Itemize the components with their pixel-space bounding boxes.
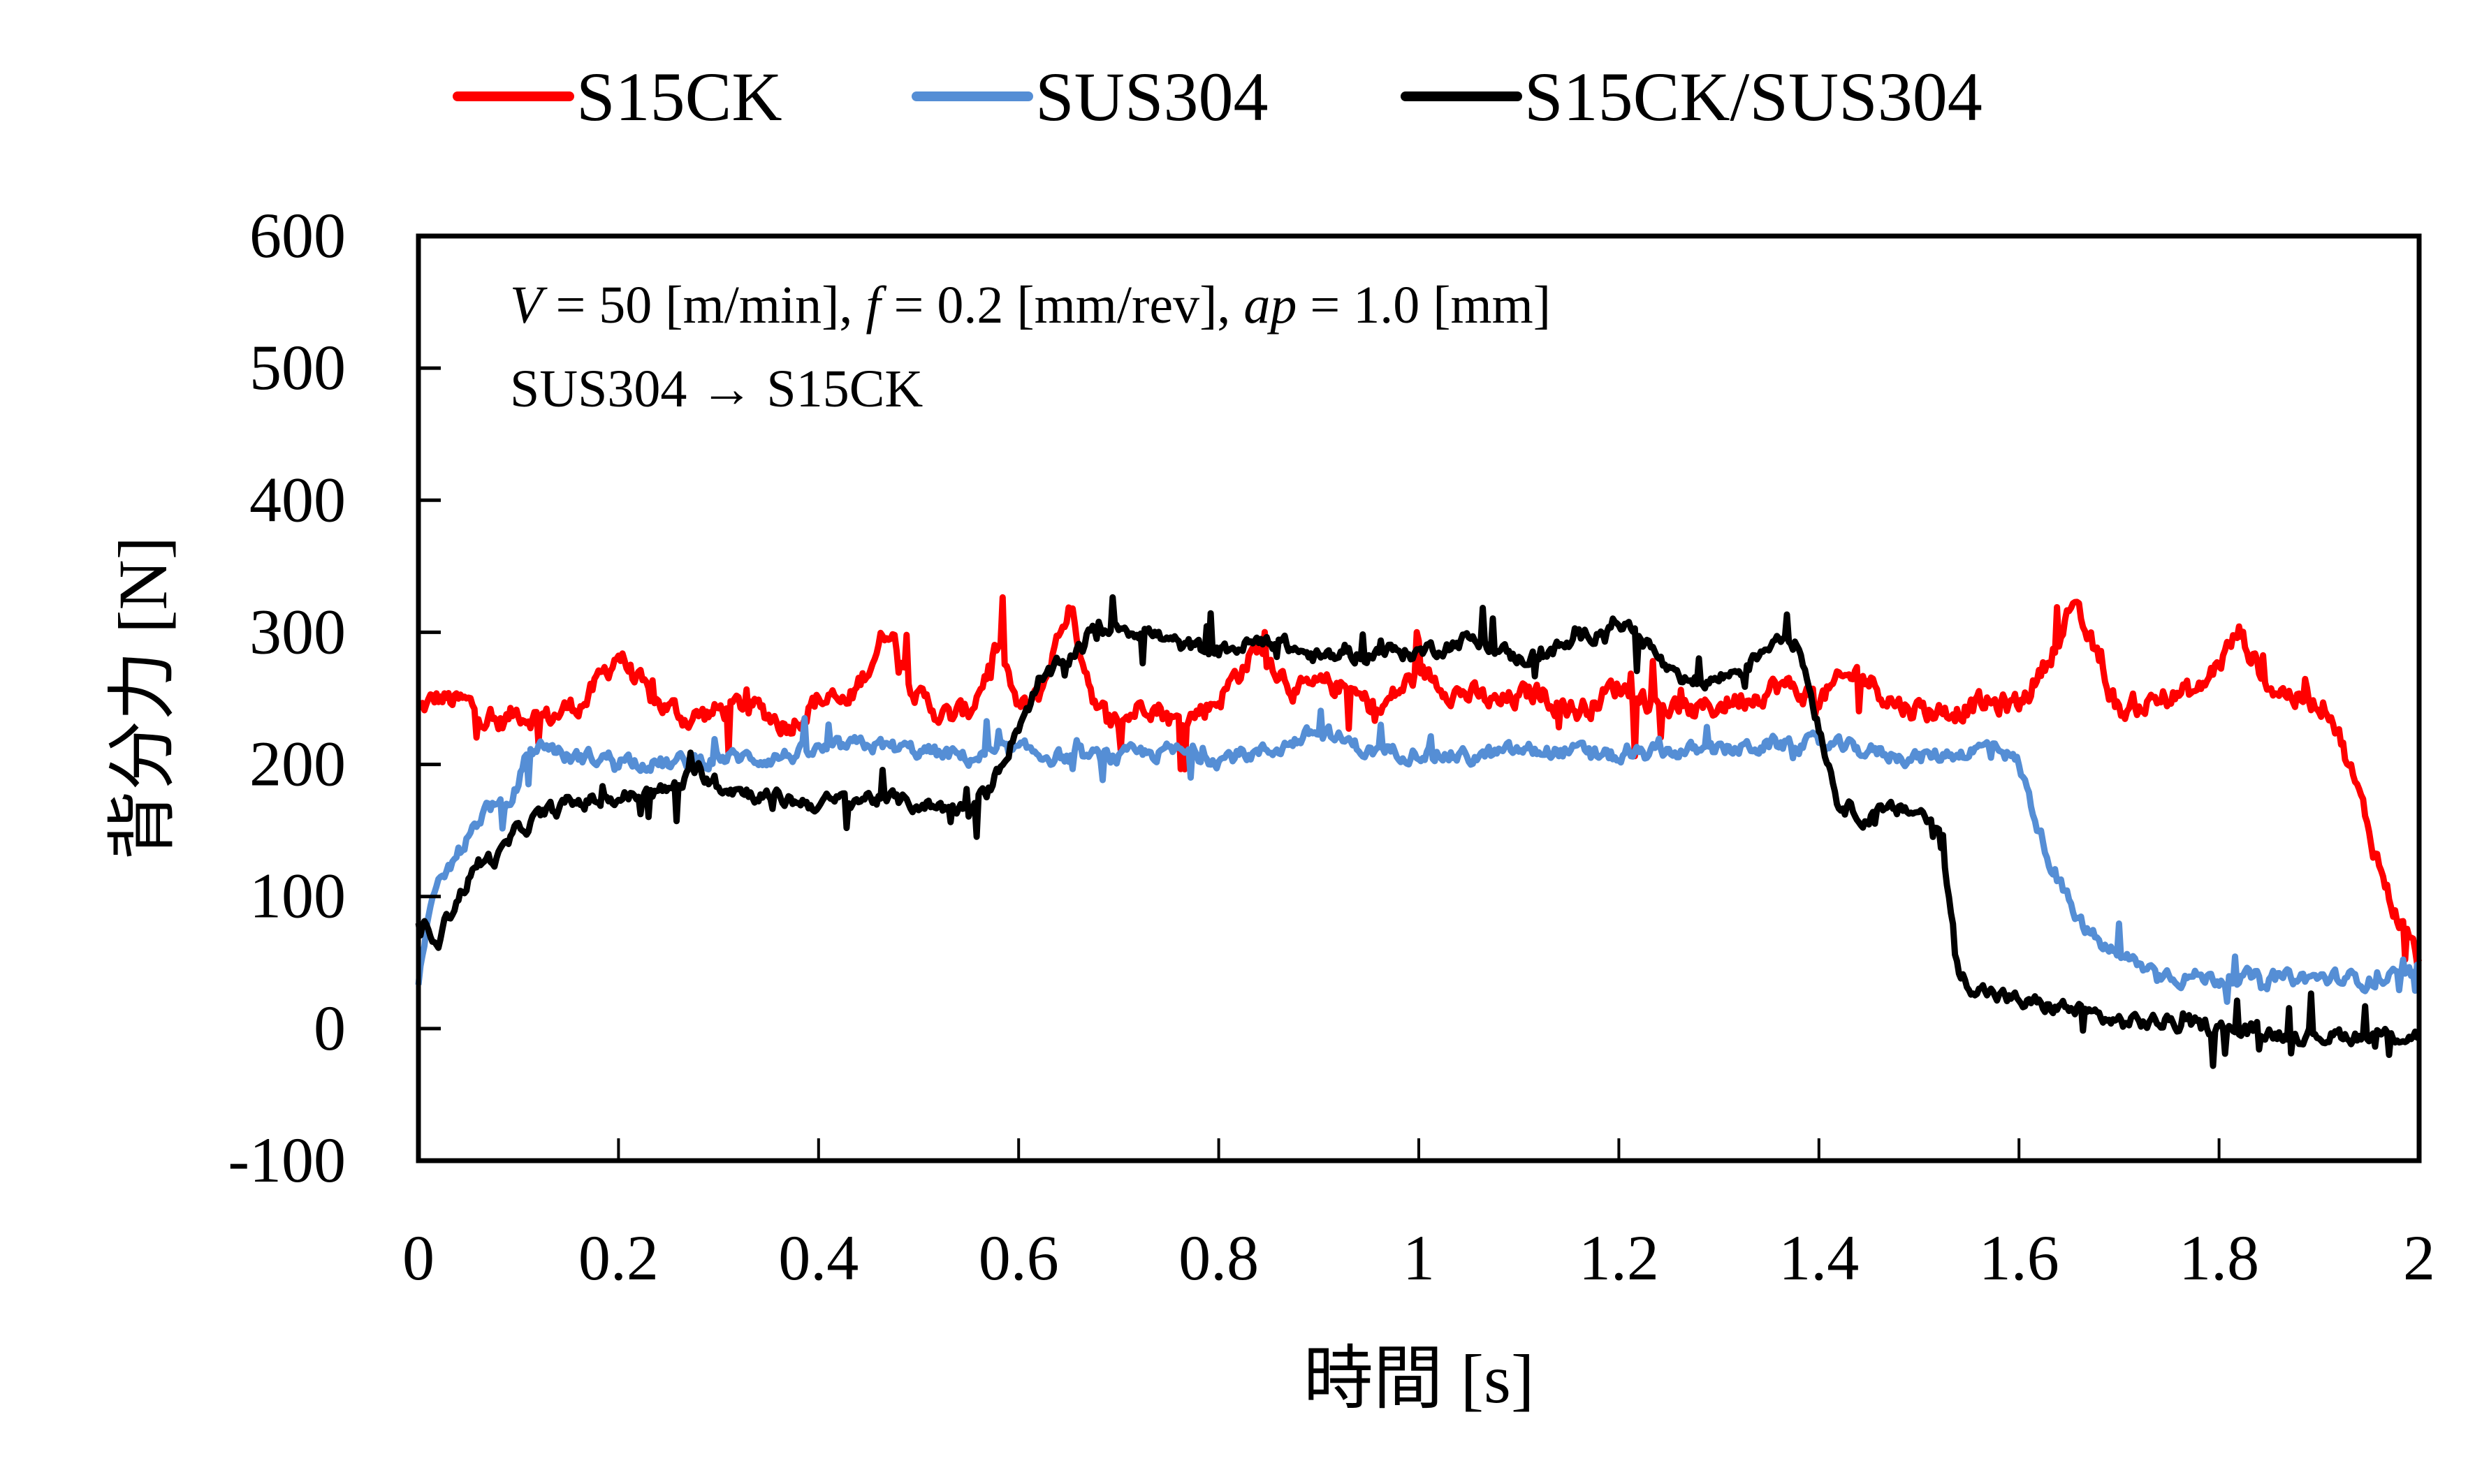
y-tick-label: 400 [249, 464, 346, 535]
annotation-cutting-conditions: V = 50 [m/min], f = 0.2 [mm/rev], ap = 1… [510, 276, 1551, 335]
annotation-run: = 1.0 [mm] [1297, 276, 1551, 335]
annotation-run: = 0.2 [mm/rev], [881, 276, 1244, 335]
x-tick-label: 0 [402, 1222, 435, 1293]
x-tick-label: 1.6 [1979, 1222, 2059, 1293]
y-tick-label: 600 [249, 200, 346, 271]
x-tick-label: 1 [1403, 1222, 1435, 1293]
x-tick-label: 0.4 [778, 1222, 859, 1293]
series-layer [415, 594, 2423, 1069]
x-tick-label: 1.4 [1779, 1222, 1859, 1293]
x-axis-title: 時間 [s] [1304, 1340, 1535, 1418]
y-tick-label: 500 [249, 332, 346, 403]
x-tick-label: 0.2 [578, 1222, 659, 1293]
x-tick-label: 0.8 [1178, 1222, 1259, 1293]
annotation-run: ap [1243, 276, 1297, 335]
series-line-s15ck [416, 594, 2423, 967]
legend-label-s15ck: S15CK [576, 58, 782, 135]
y-axis-ticks: -100 0 100 200 300 400 500 600 [228, 200, 441, 1196]
x-tick-label: 1.2 [1579, 1222, 1659, 1293]
legend-label-s15ck-sus304: S15CK/SUS304 [1524, 58, 1983, 135]
x-tick-label: 2 [2403, 1222, 2435, 1293]
annotation-run: V [510, 276, 548, 335]
annotation-run: SUS304 → S15CK [510, 360, 923, 418]
y-tick-label: -100 [228, 1124, 346, 1196]
x-tick-label: 0.6 [979, 1222, 1059, 1293]
y-tick-label: 0 [314, 992, 346, 1064]
y-axis-title: 背分力 [N] [104, 536, 182, 860]
legend-label-sus304: SUS304 [1035, 58, 1268, 135]
x-axis-ticks: 0 0.2 0.4 0.6 0.8 1 1.2 1.4 1.6 1.8 2 [402, 1138, 2435, 1293]
series-line-sus304 [415, 707, 2421, 1005]
series-line-s15ck-sus304 [415, 594, 2421, 1069]
legend: S15CK SUS304 S15CK/SUS304 [453, 58, 1983, 135]
y-tick-label: 300 [249, 596, 346, 667]
y-tick-label: 100 [249, 860, 346, 932]
x-tick-label: 1.8 [2179, 1222, 2259, 1293]
y-tick-label: 200 [249, 728, 346, 800]
annotation-run: = 50 [m/min], [542, 276, 866, 335]
annotation-material-order: SUS304 → S15CK [510, 360, 923, 418]
